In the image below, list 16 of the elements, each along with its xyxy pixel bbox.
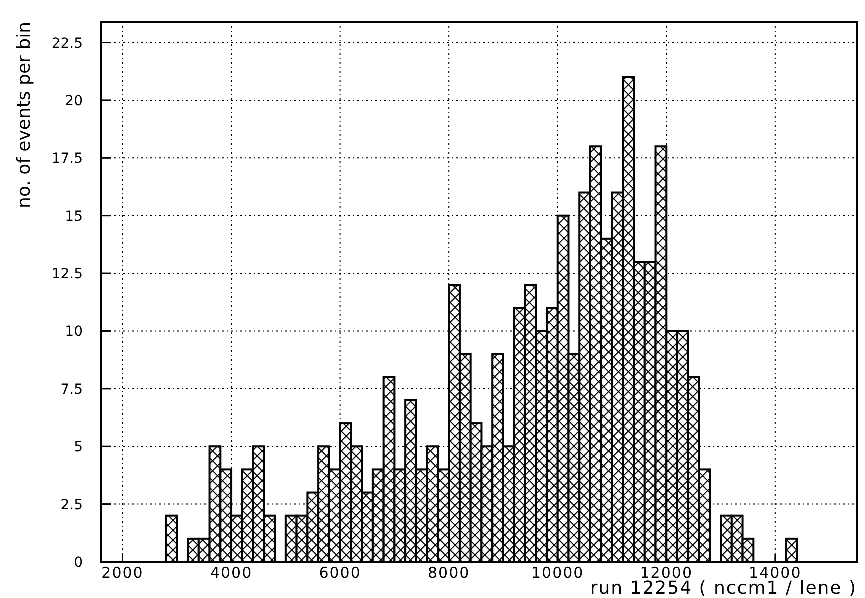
x-tick-label: 10000 bbox=[532, 564, 584, 582]
x-tick-label: 6000 bbox=[319, 564, 362, 582]
y-tick-label: 22.5 bbox=[52, 36, 83, 52]
y-tick-label: 10 bbox=[65, 324, 83, 340]
x-tick-label: 2000 bbox=[102, 564, 144, 582]
x-tick-label: 8000 bbox=[428, 564, 470, 582]
x-tick-label: 4000 bbox=[210, 564, 253, 582]
y-tick-label: 7.5 bbox=[60, 382, 83, 398]
y-tick-label: 15 bbox=[65, 208, 83, 225]
y-tick-label: 2.5 bbox=[60, 497, 83, 514]
y-tick-label: 17.5 bbox=[52, 151, 83, 168]
y-tick-label: 5 bbox=[74, 440, 83, 456]
y-tick-label: 0 bbox=[74, 555, 83, 571]
y-tick-label: 12.5 bbox=[52, 266, 83, 283]
y-axis-title: no. of events per bin bbox=[14, 22, 35, 208]
y-tick-label: 20 bbox=[65, 93, 83, 110]
